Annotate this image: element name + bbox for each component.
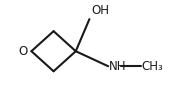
Text: NH: NH	[109, 60, 127, 73]
Text: OH: OH	[91, 4, 109, 17]
Text: O: O	[18, 45, 27, 58]
Text: CH₃: CH₃	[141, 60, 163, 73]
